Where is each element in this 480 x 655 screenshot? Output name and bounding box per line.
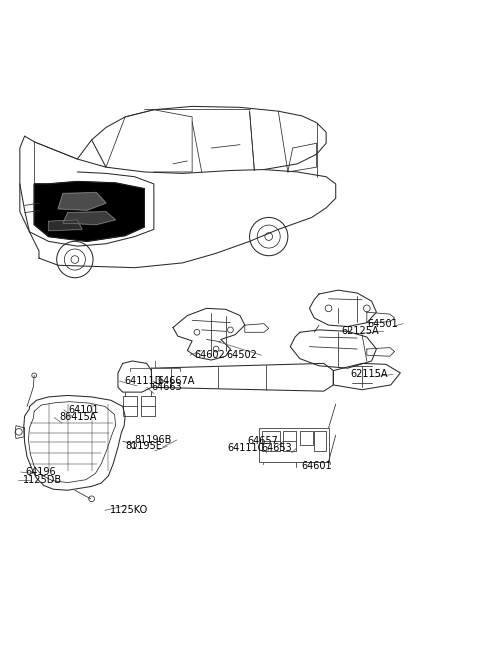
Text: 64111C: 64111C [228,443,265,453]
Bar [259,428,328,462]
Text: 64601: 64601 [301,461,332,472]
Bar [314,432,326,451]
Polygon shape [58,193,106,210]
Text: 64667A: 64667A [157,376,195,386]
Polygon shape [34,181,144,241]
Polygon shape [48,220,82,231]
Text: 1125DB: 1125DB [23,475,62,485]
Text: 62125A: 62125A [341,326,379,336]
Text: 64663: 64663 [152,383,182,392]
Bar [123,396,137,416]
Bar [300,432,313,445]
Bar [141,396,156,416]
Text: 64502: 64502 [226,350,257,360]
Text: 1125KO: 1125KO [110,505,148,515]
Polygon shape [63,212,116,225]
Text: 64111D: 64111D [124,376,162,386]
Text: 64657: 64657 [247,436,278,447]
Text: 62115A: 62115A [351,369,388,379]
Text: 64602: 64602 [194,350,225,360]
Bar [283,432,297,451]
Bar [262,432,280,451]
Text: 64653: 64653 [261,443,292,453]
Text: 81195E: 81195E [126,441,162,451]
Text: 64501: 64501 [367,319,398,329]
Text: 81196B: 81196B [135,435,172,445]
Text: 64101: 64101 [69,405,99,415]
Text: 86415A: 86415A [59,413,96,422]
Text: 64196: 64196 [25,467,56,477]
